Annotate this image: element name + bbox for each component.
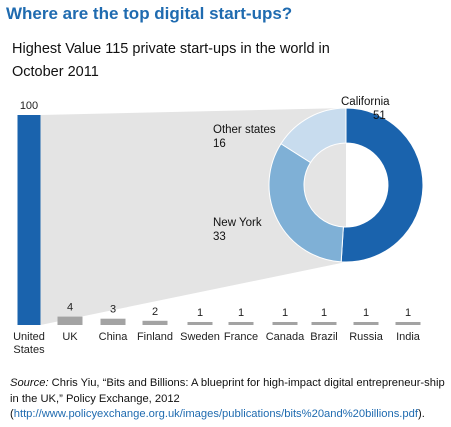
category-label: United	[13, 331, 45, 343]
category-label: Canada	[266, 331, 305, 343]
donut-slice-california	[340, 107, 424, 263]
source-text: Chris Yiu, “Bits and Billions: A bluepri…	[10, 377, 445, 420]
category-label: Brazil	[310, 331, 338, 343]
data-label: 1	[405, 307, 411, 319]
bar-united-states	[17, 115, 41, 325]
bar-uk	[57, 316, 83, 325]
category-label: Finland	[137, 331, 173, 343]
data-label: 1	[238, 307, 244, 319]
bar-russia	[353, 322, 379, 325]
data-label: 1	[363, 307, 369, 319]
category-label: France	[224, 331, 258, 343]
data-label: 1	[321, 307, 327, 319]
data-label: 1	[197, 307, 203, 319]
category-label: China	[99, 331, 129, 343]
donut-label: Other states	[213, 124, 276, 136]
data-label: 2	[152, 306, 158, 318]
bar-sweden	[187, 322, 213, 325]
bar-china	[100, 318, 126, 325]
category-label: Russia	[349, 331, 384, 343]
data-label: 3	[110, 304, 116, 316]
bar-brazil	[311, 322, 337, 325]
donut-value: 33	[213, 231, 226, 243]
bar-finland	[142, 320, 168, 325]
donut-value: 51	[373, 110, 386, 122]
data-label: 1	[282, 307, 288, 319]
source-end: ).	[417, 408, 425, 420]
data-label: 100	[20, 100, 38, 112]
category-label: UK	[62, 331, 78, 343]
source-label: Source:	[10, 377, 49, 389]
donut-label: California	[341, 96, 390, 108]
category-label: India	[396, 331, 421, 343]
donut-slice-other-states	[280, 107, 347, 164]
source-note: Source: Chris Yiu, “Bits and Billions: A…	[10, 376, 446, 423]
donut-label: New York	[213, 217, 262, 229]
bar-canada	[272, 322, 298, 325]
bar-france	[228, 322, 254, 325]
source-link[interactable]: http://www.policyexchange.org.uk/images/…	[13, 408, 418, 420]
bar-india	[395, 322, 421, 325]
donut-slice-new-york	[268, 143, 344, 263]
chart-title: Where are the top digital start-ups?	[6, 4, 293, 23]
data-label: 4	[67, 302, 73, 314]
donut-value: 16	[213, 138, 226, 150]
zoom-connector	[40, 108, 346, 325]
chart-subtitle: Highest Value 115 private start-ups in t…	[12, 41, 330, 80]
category-label: States	[13, 344, 45, 356]
category-label: Sweden	[180, 331, 220, 343]
